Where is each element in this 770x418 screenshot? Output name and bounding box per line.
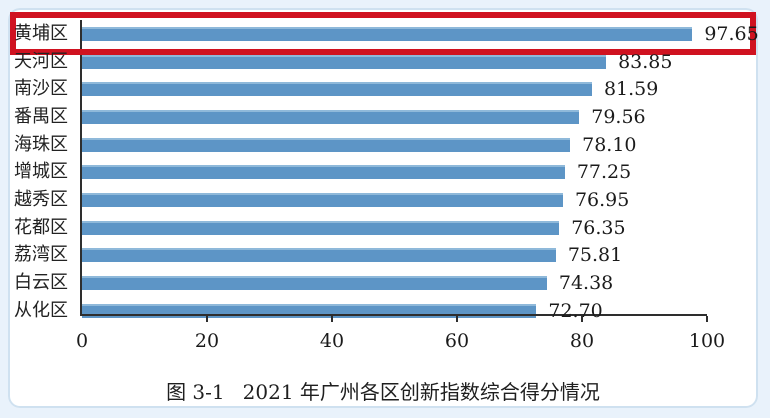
- value-label: 97.65: [704, 23, 759, 45]
- bar: [82, 248, 556, 263]
- bar: [82, 192, 563, 207]
- value-label: 76.95: [574, 188, 630, 211]
- value-label: 75.81: [567, 244, 623, 267]
- value-label: 78.10: [582, 133, 637, 156]
- x-axis-tick-label: 80: [569, 330, 595, 352]
- figure-panel: 黄埔区 97.65 天河区 83.85 南沙区 81.59 番禺区 79.56 海珠区 78.10…: [8, 8, 759, 408]
- value-label: 72.70: [548, 299, 603, 322]
- category-label: 越秀区: [14, 188, 68, 210]
- bar: [82, 275, 547, 290]
- category-label: 海珠区: [14, 133, 68, 155]
- category-label: 荔湾区: [14, 244, 68, 266]
- x-axis-tick-label: 40: [319, 330, 345, 352]
- bar: [82, 165, 565, 180]
- figure-caption-text: 2021 年广州各区创新指数综合得分情况: [242, 380, 600, 404]
- bar: [82, 109, 580, 124]
- x-axis-tick: [581, 316, 583, 322]
- value-label: 76.35: [571, 216, 626, 239]
- bar: [82, 82, 592, 97]
- x-axis-tick: [331, 316, 333, 322]
- x-axis-tick: [456, 316, 458, 322]
- x-axis-tick-label: 100: [688, 330, 726, 352]
- value-label: 81.59: [603, 78, 659, 101]
- x-axis-line: [80, 314, 707, 316]
- value-label: 74.38: [558, 271, 614, 294]
- category-label: 白云区: [14, 271, 68, 293]
- category-label: 天河区: [14, 50, 68, 72]
- chart-area: 黄埔区 97.65 天河区 83.85 南沙区 81.59 番禺区 79.56 海珠区 78.10…: [8, 8, 759, 408]
- category-label: 增城区: [14, 161, 68, 183]
- x-axis-tick: [706, 316, 708, 322]
- category-label: 南沙区: [14, 78, 68, 100]
- y-axis-line: [80, 20, 82, 316]
- x-axis-tick-label: 20: [194, 330, 220, 352]
- x-axis-tick-label: 0: [75, 330, 89, 352]
- figure-caption: 图 3-1 2021 年广州各区创新指数综合得分情况: [8, 376, 758, 405]
- x-axis-tick-label: 60: [444, 330, 470, 352]
- value-label: 83.85: [618, 50, 673, 73]
- value-label: 77.25: [576, 161, 632, 184]
- category-label: 番禺区: [14, 105, 68, 127]
- bar: [82, 220, 560, 235]
- bar: [82, 27, 693, 41]
- highlight-box: [10, 12, 756, 55]
- value-label: 79.56: [591, 105, 646, 128]
- figure-caption-number: 图 3-1: [166, 380, 225, 404]
- bar: [82, 137, 571, 152]
- category-label: 从化区: [14, 299, 68, 321]
- bar: [82, 54, 607, 69]
- category-label: 黄埔区: [14, 23, 68, 44]
- x-axis-tick: [206, 316, 208, 322]
- category-label: 花都区: [14, 216, 68, 238]
